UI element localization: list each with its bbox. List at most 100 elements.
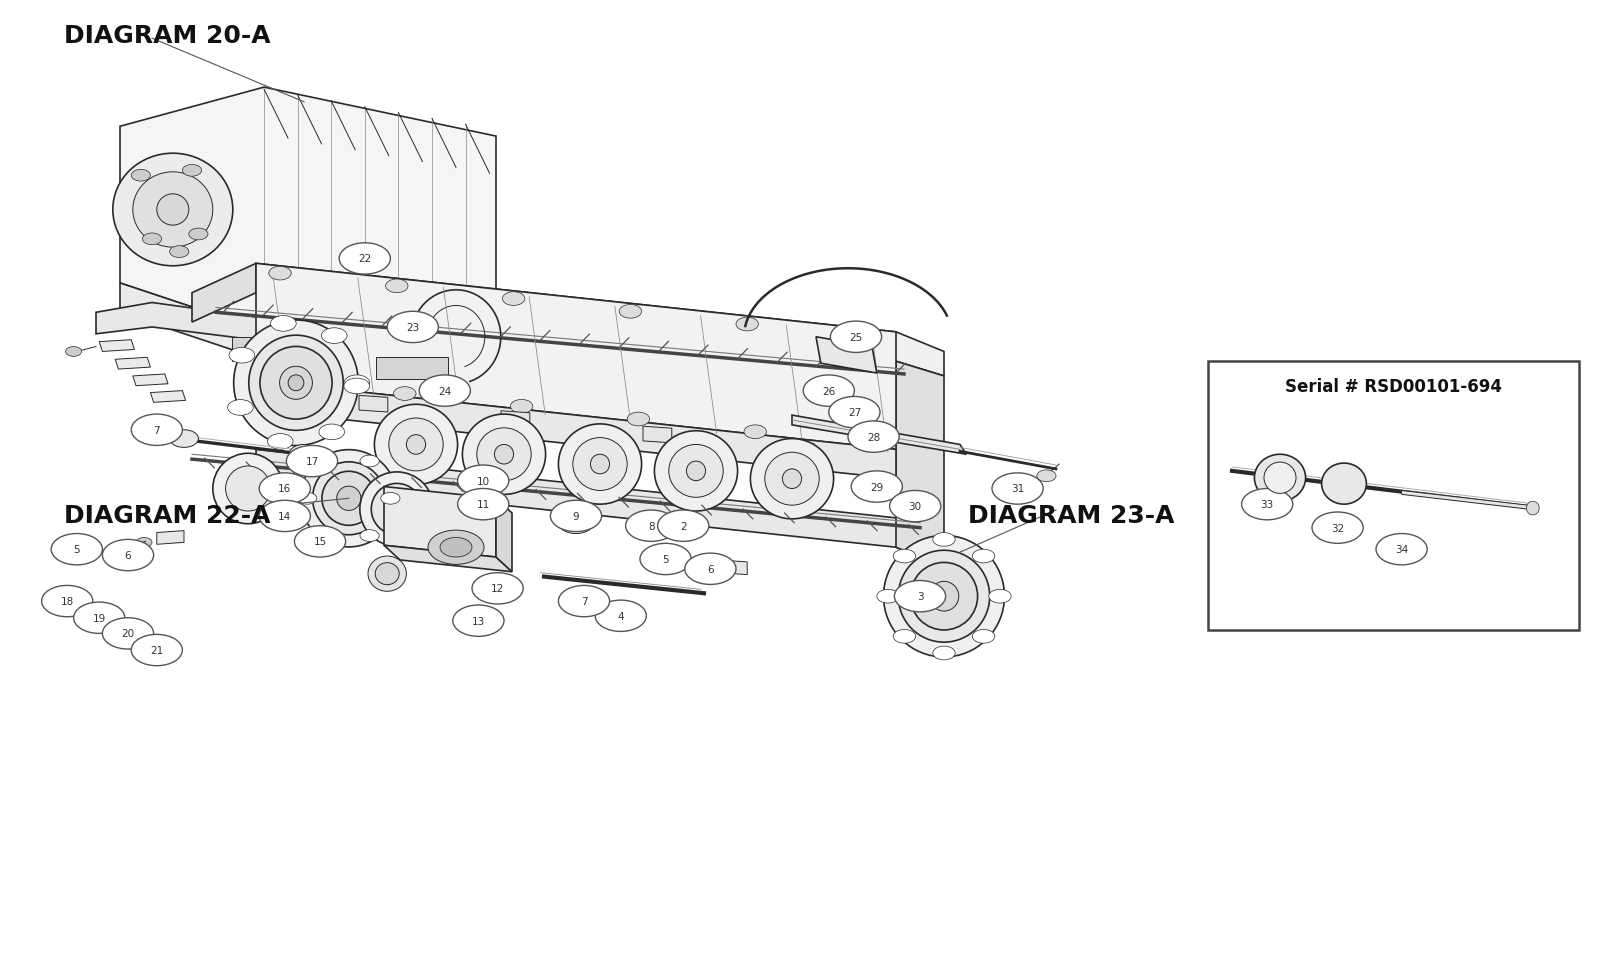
Polygon shape bbox=[115, 358, 150, 370]
Circle shape bbox=[893, 630, 915, 644]
Circle shape bbox=[131, 415, 182, 446]
Text: 27: 27 bbox=[848, 408, 861, 418]
Circle shape bbox=[458, 466, 509, 497]
Ellipse shape bbox=[910, 563, 978, 631]
Text: 23: 23 bbox=[406, 323, 419, 333]
Ellipse shape bbox=[170, 430, 198, 448]
Circle shape bbox=[877, 590, 899, 603]
Text: 22: 22 bbox=[358, 254, 371, 264]
Text: 28: 28 bbox=[867, 432, 880, 442]
Circle shape bbox=[848, 422, 899, 453]
Circle shape bbox=[736, 318, 758, 332]
Circle shape bbox=[894, 581, 946, 612]
Ellipse shape bbox=[213, 454, 283, 524]
Text: 30: 30 bbox=[909, 502, 922, 511]
Polygon shape bbox=[1402, 491, 1536, 511]
Ellipse shape bbox=[290, 445, 318, 463]
Ellipse shape bbox=[360, 472, 434, 547]
Circle shape bbox=[360, 530, 379, 542]
Text: 26: 26 bbox=[822, 386, 835, 396]
Text: 33: 33 bbox=[1261, 500, 1274, 510]
Circle shape bbox=[298, 493, 317, 505]
Polygon shape bbox=[792, 416, 966, 455]
Text: 32: 32 bbox=[1331, 523, 1344, 533]
Text: 31: 31 bbox=[1011, 484, 1024, 494]
Circle shape bbox=[685, 554, 736, 585]
Circle shape bbox=[259, 473, 310, 505]
Circle shape bbox=[419, 376, 470, 407]
Ellipse shape bbox=[312, 463, 386, 535]
Circle shape bbox=[182, 165, 202, 177]
Text: 2: 2 bbox=[680, 521, 686, 531]
Text: 17: 17 bbox=[306, 457, 318, 467]
Ellipse shape bbox=[573, 438, 627, 491]
Ellipse shape bbox=[686, 462, 706, 481]
Text: Serial # RSD00101-694: Serial # RSD00101-694 bbox=[1285, 378, 1502, 395]
Ellipse shape bbox=[1526, 502, 1539, 515]
Circle shape bbox=[893, 550, 915, 563]
Circle shape bbox=[989, 590, 1011, 603]
Polygon shape bbox=[720, 560, 747, 575]
Polygon shape bbox=[643, 426, 672, 443]
Text: 5: 5 bbox=[662, 555, 669, 564]
Ellipse shape bbox=[288, 376, 304, 391]
Circle shape bbox=[658, 511, 709, 542]
Text: 14: 14 bbox=[278, 511, 291, 521]
Circle shape bbox=[829, 397, 880, 428]
Circle shape bbox=[973, 550, 995, 563]
Polygon shape bbox=[816, 337, 877, 374]
Circle shape bbox=[318, 456, 338, 467]
Circle shape bbox=[595, 600, 646, 632]
Ellipse shape bbox=[883, 536, 1005, 657]
Text: 9: 9 bbox=[573, 511, 579, 521]
Circle shape bbox=[269, 267, 291, 281]
Ellipse shape bbox=[566, 517, 586, 529]
Ellipse shape bbox=[248, 335, 344, 431]
Ellipse shape bbox=[112, 154, 234, 267]
Text: 3: 3 bbox=[917, 592, 923, 601]
Text: 25: 25 bbox=[850, 333, 862, 342]
Text: 18: 18 bbox=[61, 597, 74, 606]
Text: DIAGRAM 20-A: DIAGRAM 20-A bbox=[64, 24, 270, 49]
Ellipse shape bbox=[226, 467, 270, 511]
Circle shape bbox=[973, 630, 995, 644]
Circle shape bbox=[933, 646, 955, 660]
Ellipse shape bbox=[389, 419, 443, 471]
Ellipse shape bbox=[494, 445, 514, 465]
Text: DIAGRAM 23-A: DIAGRAM 23-A bbox=[968, 504, 1174, 528]
Ellipse shape bbox=[259, 347, 333, 420]
Text: 15: 15 bbox=[314, 537, 326, 547]
Circle shape bbox=[318, 424, 344, 440]
Polygon shape bbox=[786, 442, 814, 459]
Circle shape bbox=[318, 530, 338, 542]
Polygon shape bbox=[96, 303, 504, 372]
Circle shape bbox=[277, 375, 299, 388]
Text: 7: 7 bbox=[154, 425, 160, 435]
Circle shape bbox=[861, 438, 883, 452]
Polygon shape bbox=[256, 450, 944, 567]
Circle shape bbox=[42, 586, 93, 617]
Ellipse shape bbox=[301, 450, 397, 548]
Circle shape bbox=[458, 489, 509, 520]
Circle shape bbox=[1242, 489, 1293, 520]
Circle shape bbox=[387, 312, 438, 343]
Circle shape bbox=[227, 400, 253, 416]
Circle shape bbox=[66, 347, 82, 357]
Text: 6: 6 bbox=[707, 564, 714, 574]
Circle shape bbox=[851, 471, 902, 503]
Polygon shape bbox=[256, 381, 896, 479]
Ellipse shape bbox=[898, 551, 990, 643]
Circle shape bbox=[270, 316, 296, 332]
Text: 20: 20 bbox=[122, 629, 134, 639]
Ellipse shape bbox=[930, 582, 958, 611]
Ellipse shape bbox=[374, 405, 458, 485]
Polygon shape bbox=[192, 264, 256, 323]
Polygon shape bbox=[150, 391, 186, 403]
Ellipse shape bbox=[750, 439, 834, 519]
Ellipse shape bbox=[440, 538, 472, 557]
Circle shape bbox=[136, 538, 152, 548]
Circle shape bbox=[286, 446, 338, 477]
Circle shape bbox=[830, 322, 882, 353]
Circle shape bbox=[502, 292, 525, 306]
Polygon shape bbox=[120, 88, 496, 342]
